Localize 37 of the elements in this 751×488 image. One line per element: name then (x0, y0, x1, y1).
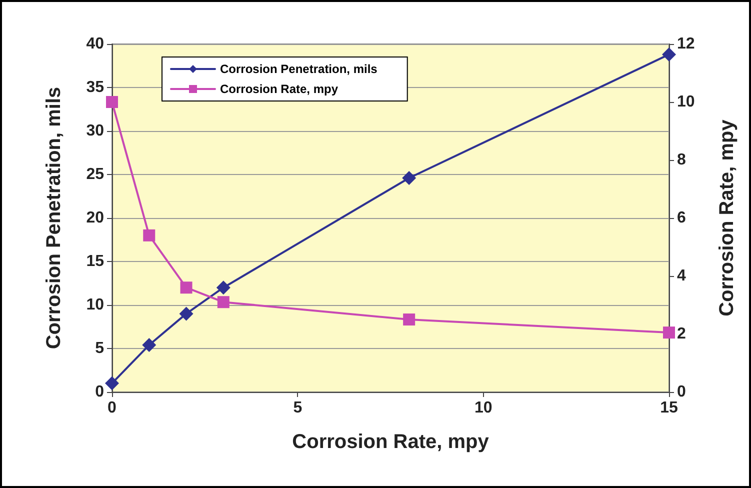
y2-tick-label: 4 (677, 268, 686, 284)
point (180, 282, 192, 294)
point (403, 314, 416, 326)
legend-label: Corrosion Penetration, mils (220, 62, 378, 76)
point (105, 376, 119, 390)
point (142, 338, 156, 352)
y-tick-label: 5 (95, 340, 104, 357)
point (216, 280, 230, 295)
y2-tick-label: 10 (677, 94, 695, 110)
point (402, 170, 416, 185)
y-tick-label: 15 (86, 253, 104, 270)
point (217, 296, 230, 308)
point (143, 229, 156, 242)
y2-tick-label: 2 (677, 326, 686, 342)
y2-tick-label: 0 (677, 384, 686, 400)
x-tick-label: 10 (474, 400, 492, 416)
y2-tick-label: 8 (677, 152, 686, 168)
y-tick-label: 0 (95, 384, 104, 400)
point (662, 47, 676, 62)
point (106, 96, 118, 108)
x-tick-label: 15 (660, 400, 678, 416)
y-tick-label: 25 (86, 166, 104, 183)
x-tick-label: 5 (293, 400, 302, 416)
y-tick-label: 30 (86, 122, 104, 140)
x-axis-title: Corrosion Rate, mpy (292, 431, 490, 453)
point (663, 326, 675, 339)
y-tick-label: 10 (86, 296, 104, 314)
y2-tick-label: 12 (677, 36, 695, 52)
y-tick-label: 35 (86, 79, 104, 96)
point (179, 306, 194, 321)
y2-tick-label: 6 (677, 210, 686, 226)
y-tick-label: 20 (86, 210, 104, 226)
legend-label: Corrosion Rate, mpy (220, 82, 338, 96)
y2-axis-title: Corrosion Rate, mpy (716, 118, 738, 316)
y-tick-label: 40 (86, 36, 104, 52)
x-tick-label: 0 (108, 400, 117, 416)
y-axis-title: Corrosion Penetration, mils (43, 86, 65, 350)
